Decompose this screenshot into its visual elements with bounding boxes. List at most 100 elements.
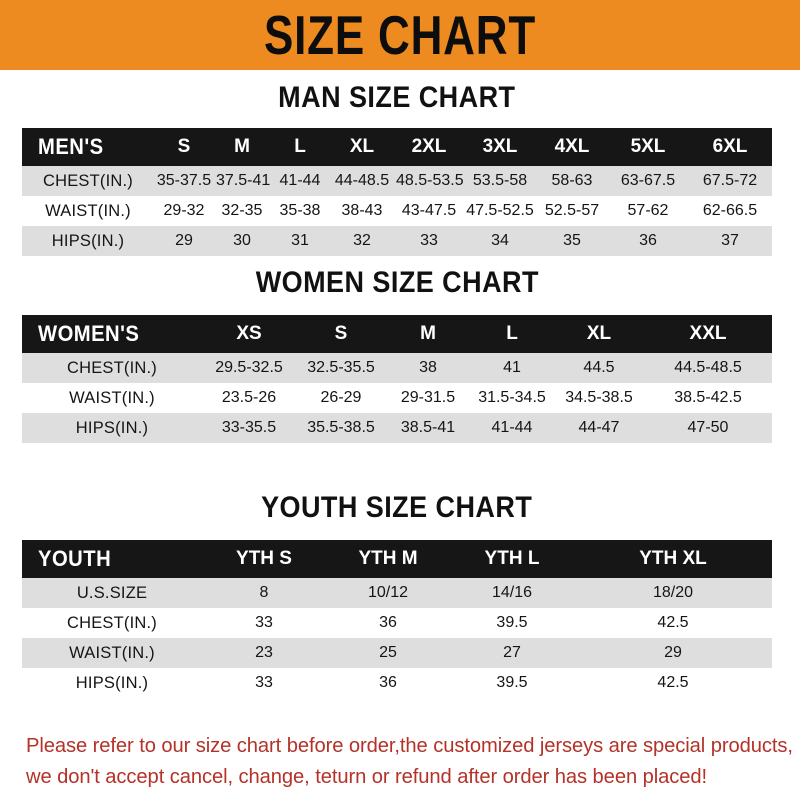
women-section-title-text: WOMEN SIZE CHART (255, 266, 539, 299)
youth-size-table: YOUTH YTH S YTH M YTH L YTH XL U.S.SIZE 8 10/1… (22, 540, 772, 698)
women-row-label: CHEST(IN.) (67, 358, 157, 377)
footer-line-2-text: we don't accept cancel, change, teturn o… (26, 765, 708, 788)
youth-row-label: CHEST(IN.) (67, 613, 157, 632)
men-column-header: 6XL (712, 136, 748, 157)
men-measurement-cell: 35 (563, 232, 581, 249)
men-row-label: CHEST(IN.) (43, 171, 133, 190)
women-row-label: HIPS(IN.) (75, 418, 149, 437)
men-column-header: 5XL (630, 136, 666, 157)
men-measurement-cell: 57-62 (627, 202, 669, 219)
women-measurement-cell: 35.5-38.5 (307, 419, 375, 436)
men-column-header: 2XL (411, 136, 447, 157)
youth-table-header: YOUTH YTH S YTH M YTH L YTH XL (22, 540, 772, 578)
youth-measurement-cell: 33 (255, 614, 273, 631)
women-measurement-cell: 47-50 (687, 419, 729, 436)
men-measurement-cell: 36 (639, 232, 657, 249)
women-corner-label: WOMEN'S (22, 315, 202, 353)
men-measurement-cell: 33 (420, 232, 438, 249)
men-column-header: 3XL (482, 136, 518, 157)
women-table-header: WOMEN'S XS S M L XL XXL (22, 315, 772, 353)
women-measurement-cell: 29.5-32.5 (215, 359, 283, 376)
women-measurement-cell: 41 (503, 359, 521, 376)
men-size-table: MEN'S S M L XL 2XL 3XL 4XL 5XL 6XL CHEST(IN.) 35-3… (22, 128, 772, 256)
youth-measurement-cell: 33 (255, 674, 273, 691)
women-measurement-cell: 44.5 (583, 359, 615, 376)
women-measurement-cell: 29-31.5 (400, 389, 456, 406)
men-measurement-cell: 41-44 (279, 172, 321, 189)
men-measurement-cell: 38-43 (341, 202, 383, 219)
men-column-header: S (177, 136, 191, 157)
men-table-body: CHEST(IN.) 35-37.5 37.5-41 41-44 44-48.5 48.5… (22, 166, 772, 256)
table-row: WAIST(IN.) 23.5-26 26-29 29-31.5 31.5-34.5 34… (22, 383, 772, 413)
banner-title: SIZE CHART (264, 3, 536, 66)
men-row-label: WAIST(IN.) (45, 201, 131, 220)
youth-measurement-cell: 39.5 (496, 614, 528, 631)
women-measurement-cell: 26-29 (320, 389, 362, 406)
youth-measurement-cell: 23 (255, 644, 273, 661)
men-measurement-cell: 32 (353, 232, 371, 249)
women-measurement-cell: 38.5-42.5 (674, 389, 742, 406)
youth-header-row: YOUTH YTH S YTH M YTH L YTH XL (22, 540, 772, 578)
youth-measurement-cell: 27 (503, 644, 521, 661)
men-measurement-cell: 30 (233, 232, 251, 249)
women-column-header: XS (236, 323, 262, 344)
men-measurement-cell: 48.5-53.5 (396, 172, 464, 189)
women-measurement-cell: 38 (419, 359, 437, 376)
men-row-label: HIPS(IN.) (51, 231, 125, 250)
footer-line-1: Please refer to our size chart before or… (26, 730, 793, 761)
women-column-header: XXL (689, 323, 727, 344)
youth-measurement-cell: 39.5 (496, 674, 528, 691)
youth-measurement-cell: 42.5 (657, 674, 689, 691)
men-measurement-cell: 37.5-41 (216, 172, 271, 189)
women-column-header: L (506, 323, 518, 344)
youth-measurement-cell: 29 (664, 644, 682, 661)
table-row: HIPS(IN.) 33 36 39.5 42.5 (22, 668, 772, 698)
men-measurement-cell: 31 (291, 232, 309, 249)
men-measurement-cell: 67.5-72 (702, 172, 758, 189)
men-column-header: 4XL (554, 136, 590, 157)
women-column-header: S (334, 323, 348, 344)
youth-measurement-cell: 14/16 (491, 584, 533, 601)
youth-section-title: YOUTH SIZE CHART (22, 492, 772, 524)
men-measurement-cell: 35-38 (279, 202, 321, 219)
men-measurement-cell: 63-67.5 (620, 172, 676, 189)
youth-column-header: YTH L (484, 548, 540, 569)
table-row: CHEST(IN.) 29.5-32.5 32.5-35.5 38 41 44.5 44.5… (22, 353, 772, 383)
women-measurement-cell: 32.5-35.5 (307, 359, 375, 376)
women-size-chart-section: WOMEN SIZE CHART WOMEN'S XS S M L XL XXL CHEST… (22, 267, 772, 443)
women-measurement-cell: 41-44 (491, 419, 533, 436)
men-measurement-cell: 43-47.5 (401, 202, 457, 219)
men-measurement-cell: 53.5-58 (472, 172, 528, 189)
youth-row-label: U.S.SIZE (76, 583, 148, 602)
men-corner-label: MEN'S (22, 128, 154, 166)
footer-disclaimer: Please refer to our size chart before or… (26, 730, 793, 792)
youth-column-header: YTH M (358, 548, 418, 569)
men-size-chart-section: MAN SIZE CHART MEN'S S M L XL 2XL 3XL 4XL 5XL 6XL… (22, 82, 772, 256)
men-header-row: MEN'S S M L XL 2XL 3XL 4XL 5XL 6XL (22, 128, 772, 166)
women-measurement-cell: 44-47 (578, 419, 620, 436)
men-measurement-cell: 34 (491, 232, 509, 249)
men-measurement-cell: 52.5-57 (544, 202, 600, 219)
women-measurement-cell: 44.5-48.5 (674, 359, 742, 376)
youth-corner-label-text: YOUTH (38, 546, 112, 571)
men-measurement-cell: 62-66.5 (702, 202, 758, 219)
table-row: WAIST(IN.) 23 25 27 29 (22, 638, 772, 668)
women-column-header: XL (586, 323, 612, 344)
men-measurement-cell: 29 (175, 232, 193, 249)
women-measurement-cell: 33-35.5 (221, 419, 277, 436)
youth-table-body: U.S.SIZE 8 10/12 14/16 18/20 CHEST(IN.) 33 36 39… (22, 578, 772, 698)
men-section-title-text: MAN SIZE CHART (278, 81, 516, 114)
men-measurement-cell: 47.5-52.5 (466, 202, 534, 219)
men-column-header: M (234, 136, 250, 157)
youth-measurement-cell: 25 (379, 644, 397, 661)
youth-section-title-text: YOUTH SIZE CHART (261, 491, 533, 524)
youth-corner-label: YOUTH (22, 540, 202, 578)
youth-row-label: HIPS(IN.) (75, 673, 149, 692)
youth-measurement-cell: 18/20 (652, 584, 694, 601)
youth-column-header: YTH XL (639, 548, 707, 569)
table-row: CHEST(IN.) 35-37.5 37.5-41 41-44 44-48.5 48.5… (22, 166, 772, 196)
youth-measurement-cell: 42.5 (657, 614, 689, 631)
youth-row-label: WAIST(IN.) (69, 643, 155, 662)
table-row: WAIST(IN.) 29-32 32-35 35-38 38-43 43-47.5 47.… (22, 196, 772, 226)
